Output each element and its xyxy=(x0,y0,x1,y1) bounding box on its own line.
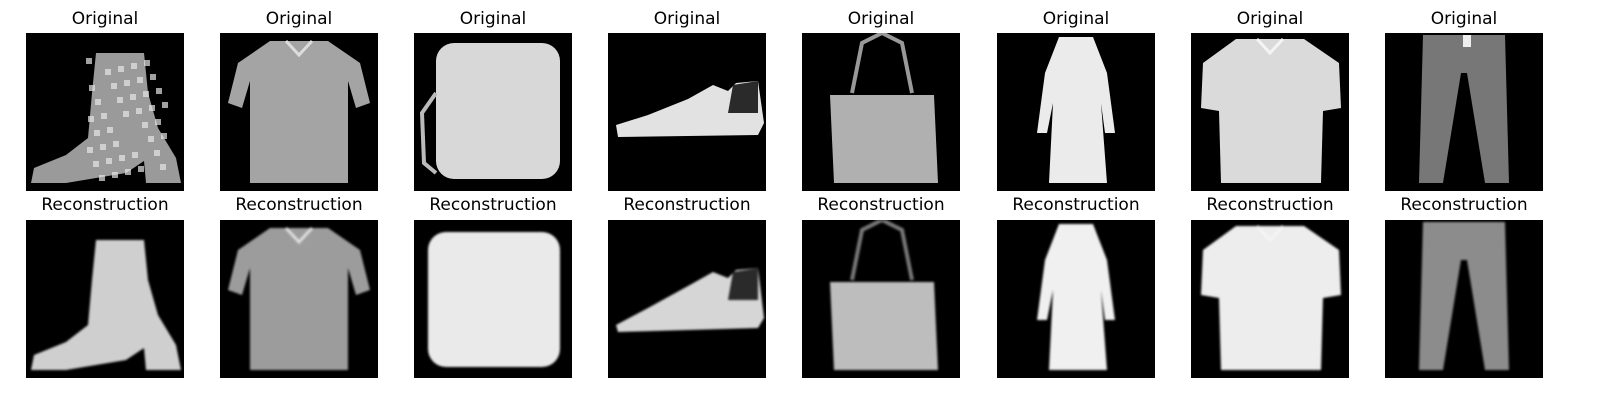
original-title: Original xyxy=(653,9,721,29)
reconstruction-title: Reconstruction xyxy=(1400,195,1528,215)
original-image xyxy=(1385,33,1543,191)
original-title: Original xyxy=(1236,9,1304,29)
reconstruction-image xyxy=(414,220,572,378)
original-image xyxy=(802,33,960,191)
reconstruction-image xyxy=(997,220,1155,378)
original-image xyxy=(414,33,572,191)
reconstruction-title: Reconstruction xyxy=(817,195,945,215)
reconstruction-title: Reconstruction xyxy=(41,195,169,215)
reconstruction-title: Reconstruction xyxy=(429,195,557,215)
original-image xyxy=(608,33,766,191)
reconstruction-title: Reconstruction xyxy=(623,195,751,215)
reconstruction-image xyxy=(1385,220,1543,378)
reconstruction-image xyxy=(220,220,378,378)
original-image xyxy=(26,33,184,191)
original-title: Original xyxy=(71,9,139,29)
original-title: Original xyxy=(265,9,333,29)
reconstruction-image xyxy=(802,220,960,378)
original-title: Original xyxy=(1430,9,1498,29)
original-image xyxy=(997,33,1155,191)
original-image xyxy=(220,33,378,191)
reconstruction-title: Reconstruction xyxy=(1206,195,1334,215)
reconstruction-title: Reconstruction xyxy=(235,195,363,215)
original-title: Original xyxy=(847,9,915,29)
original-title: Original xyxy=(459,9,527,29)
original-title: Original xyxy=(1042,9,1110,29)
reconstruction-image xyxy=(1191,220,1349,378)
reconstruction-title: Reconstruction xyxy=(1012,195,1140,215)
reconstruction-image xyxy=(608,220,766,378)
reconstruction-image xyxy=(26,220,184,378)
original-image xyxy=(1191,33,1349,191)
